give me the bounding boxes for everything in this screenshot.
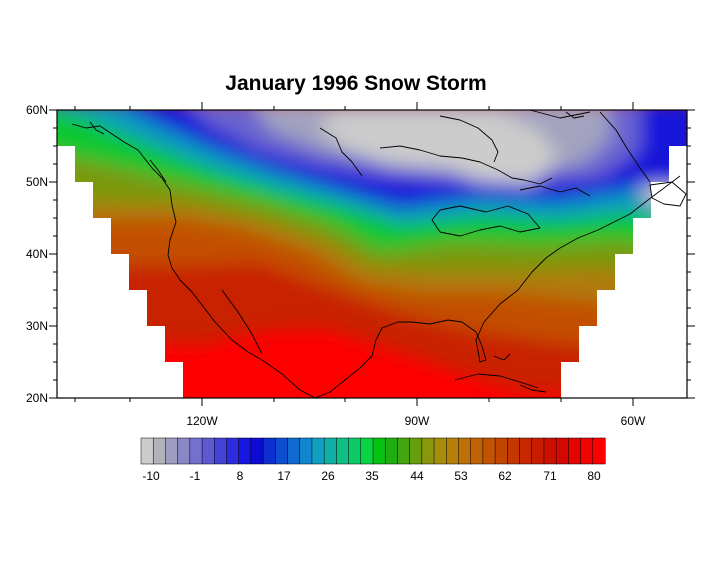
colorbar-swatch [287,437,301,465]
lat-label-50n: 50N [25,175,48,189]
colorbar-swatch [543,437,557,465]
colorbar-swatch [250,437,264,465]
colorbar-label: 17 [277,469,291,483]
colorbar-label: -10 [142,469,160,483]
colorbar-label: 80 [587,469,601,483]
colorbar-swatch [433,437,447,465]
colorbar-swatch [482,437,496,465]
colorbar-swatch [384,437,398,465]
colorbar-swatch [531,437,545,465]
colorbar-swatch [397,437,411,465]
map-frame [49,102,695,406]
colorbar-swatch [372,437,386,465]
colorbar-swatch [580,437,594,465]
colorbar-label: 53 [454,469,468,483]
colorbar-swatch [275,437,289,465]
colorbar-swatch [165,437,179,465]
colorbar-swatch [446,437,460,465]
colorbar [140,437,606,465]
band-grey [320,112,560,185]
colorbar-swatch [299,437,313,465]
colorbar-swatch [214,437,228,465]
lat-label-40n: 40N [25,247,48,261]
colorbar-swatch [189,437,203,465]
colorbar-label: 35 [365,469,379,483]
colorbar-swatch [311,437,325,465]
colorbar-swatch [555,437,569,465]
lat-label-20n: 20N [25,391,48,405]
colorbar-swatch [568,437,582,465]
temperature-field [57,110,687,398]
colorbar-swatch [152,437,166,465]
colorbar-swatch [226,437,240,465]
colorbar-swatch [177,437,191,465]
lon-label-60w: 60W [620,414,646,428]
colorbar-label: 26 [321,469,335,483]
colorbar-swatch [140,437,154,465]
lon-label-90w: 90W [404,414,430,428]
colorbar-label: 44 [410,469,424,483]
colorbar-swatch [336,437,350,465]
coastlines [71,109,687,399]
colorbar-swatch [592,437,606,465]
colorbar-swatch [507,437,521,465]
colorbar-swatch [201,437,215,465]
colorbar-label: 62 [498,469,512,483]
lat-label-60n: 60N [25,103,48,117]
colorbar-swatch [262,437,276,465]
colorbar-swatch [323,437,337,465]
colorbar-label: 8 [236,469,244,483]
colorbar-swatch [421,437,435,465]
colorbar-swatch [409,437,423,465]
chart-title: January 1996 Snow Storm [225,72,487,95]
colorbar-label: -1 [189,469,201,483]
colorbar-swatch [494,437,508,465]
colorbar-swatch [238,437,252,465]
colorbar-label: 71 [543,469,557,483]
colorbar-swatch [470,437,484,465]
colorbar-swatch [348,437,362,465]
lon-label-120w: 120W [186,414,218,428]
colorbar-swatch [458,437,472,465]
colorbar-swatch [360,437,374,465]
colorbar-swatch [519,437,533,465]
lat-label-30n: 30N [25,319,48,333]
